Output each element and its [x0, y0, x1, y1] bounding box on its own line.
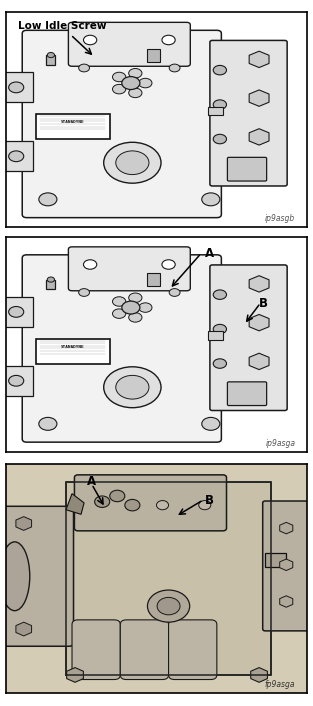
Circle shape — [213, 324, 227, 334]
Text: ip9asgb: ip9asgb — [265, 215, 295, 224]
Circle shape — [112, 72, 126, 82]
Bar — [208, 107, 223, 115]
Circle shape — [169, 64, 180, 72]
FancyBboxPatch shape — [228, 157, 267, 181]
Circle shape — [162, 260, 175, 269]
Text: ip9asga: ip9asga — [265, 439, 295, 448]
Text: STANADYNE: STANADYNE — [61, 345, 85, 349]
Circle shape — [213, 290, 227, 299]
Bar — [46, 280, 55, 289]
Bar — [36, 114, 110, 139]
FancyBboxPatch shape — [120, 620, 169, 679]
Circle shape — [125, 499, 140, 511]
Circle shape — [213, 134, 227, 144]
Bar — [36, 339, 110, 364]
FancyBboxPatch shape — [0, 506, 74, 646]
Bar — [3, 141, 33, 172]
Circle shape — [79, 289, 90, 297]
Polygon shape — [66, 493, 84, 514]
Circle shape — [110, 490, 125, 502]
Bar — [147, 273, 160, 286]
Circle shape — [162, 35, 175, 44]
Circle shape — [122, 76, 140, 90]
FancyBboxPatch shape — [22, 30, 221, 217]
FancyBboxPatch shape — [210, 40, 287, 186]
Circle shape — [213, 359, 227, 369]
Circle shape — [139, 78, 152, 88]
Circle shape — [129, 88, 142, 97]
Text: B: B — [259, 297, 268, 310]
Circle shape — [213, 66, 227, 75]
Circle shape — [9, 306, 24, 317]
Circle shape — [202, 193, 220, 206]
Circle shape — [112, 85, 126, 94]
Bar — [147, 49, 160, 61]
Bar — [3, 366, 33, 396]
Circle shape — [112, 309, 126, 318]
Circle shape — [157, 597, 180, 615]
Circle shape — [9, 151, 24, 162]
Circle shape — [213, 100, 227, 109]
Circle shape — [199, 501, 211, 510]
FancyBboxPatch shape — [263, 501, 310, 631]
Circle shape — [84, 35, 97, 44]
FancyBboxPatch shape — [69, 23, 190, 66]
Circle shape — [169, 289, 180, 297]
FancyBboxPatch shape — [72, 620, 120, 679]
Circle shape — [129, 68, 142, 78]
FancyBboxPatch shape — [22, 255, 221, 442]
Circle shape — [116, 151, 149, 174]
Circle shape — [129, 293, 142, 302]
Circle shape — [9, 82, 24, 92]
Bar — [265, 554, 286, 567]
Circle shape — [47, 277, 54, 282]
Text: A: A — [87, 475, 96, 489]
Circle shape — [202, 417, 220, 430]
Text: B: B — [205, 493, 214, 507]
FancyBboxPatch shape — [69, 247, 190, 291]
Circle shape — [39, 193, 57, 206]
Circle shape — [147, 590, 190, 622]
Circle shape — [39, 417, 57, 430]
Circle shape — [122, 301, 140, 314]
Circle shape — [112, 297, 126, 306]
FancyBboxPatch shape — [74, 475, 227, 531]
Text: Low Idle Screw: Low Idle Screw — [18, 21, 106, 31]
Text: A: A — [205, 247, 214, 261]
Circle shape — [79, 64, 90, 72]
Circle shape — [104, 143, 161, 183]
Bar — [208, 331, 223, 340]
Circle shape — [116, 376, 149, 399]
Circle shape — [129, 313, 142, 322]
FancyBboxPatch shape — [210, 265, 287, 410]
Bar — [3, 297, 33, 327]
Text: STANADYNE: STANADYNE — [61, 120, 85, 124]
Polygon shape — [66, 482, 271, 675]
Text: fp9asga: fp9asga — [265, 680, 295, 689]
Ellipse shape — [0, 542, 30, 611]
Circle shape — [104, 367, 161, 407]
FancyBboxPatch shape — [169, 620, 217, 679]
Circle shape — [139, 303, 152, 312]
Circle shape — [84, 260, 97, 269]
Circle shape — [9, 376, 24, 386]
Circle shape — [95, 496, 110, 508]
Circle shape — [156, 501, 169, 510]
Bar — [46, 55, 55, 65]
Bar — [3, 72, 33, 102]
Circle shape — [47, 52, 54, 58]
FancyBboxPatch shape — [228, 382, 267, 405]
